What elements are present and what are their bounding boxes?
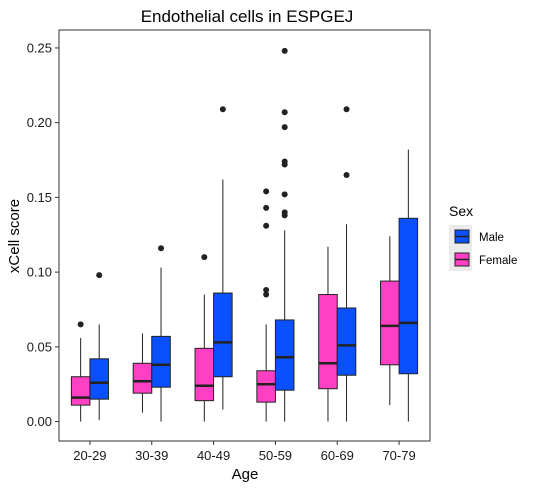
- outlier-point: [96, 272, 103, 279]
- box-iqr: [194, 347, 215, 402]
- x-tick-label: 20-29: [73, 448, 106, 463]
- outlier-point: [281, 109, 288, 116]
- box-iqr: [318, 294, 338, 390]
- x-tick-label: 40-49: [197, 448, 230, 463]
- box-male-50-59: [274, 47, 295, 422]
- outlier-point: [158, 245, 165, 252]
- outlier-point: [263, 287, 270, 294]
- outlier-point: [281, 47, 288, 54]
- outlier-point: [263, 291, 270, 298]
- box-iqr: [274, 319, 295, 391]
- box-iqr: [89, 358, 109, 400]
- box-female-50-59: [256, 188, 276, 422]
- y-tick-label: 0.10: [27, 265, 52, 280]
- x-tick-label: 60-69: [321, 448, 354, 463]
- legend-label-female: Female: [479, 255, 517, 267]
- x-axis: 20-29 30-39 40-49 50-59 60-69 70-79: [73, 441, 416, 463]
- box-male-40-49: [213, 106, 233, 410]
- x-tick-label: 30-39: [135, 448, 168, 463]
- y-tick-label: 0.20: [27, 115, 52, 130]
- outlier-point: [281, 191, 288, 198]
- outlier-point: [343, 106, 350, 113]
- box-female-30-39: [132, 333, 153, 413]
- y-axis: 0.00 0.05 0.10 0.15 0.20 0.25: [27, 40, 59, 429]
- outlier-point: [281, 209, 288, 216]
- x-tick-label: 70-79: [382, 448, 415, 463]
- box-group: [70, 47, 419, 422]
- plot-panel: [58, 29, 431, 442]
- x-tick-label: 50-59: [259, 448, 292, 463]
- outlier-point: [77, 321, 84, 328]
- chart-title: Endothelial cells in ESPGEJ: [141, 7, 354, 26]
- box-iqr: [398, 217, 419, 375]
- box-female-40-49: [194, 254, 215, 422]
- outlier-point: [201, 254, 208, 261]
- outlier-point: [281, 124, 288, 131]
- y-tick-label: 0.15: [27, 190, 52, 205]
- box-iqr: [132, 362, 153, 394]
- box-male-20-29: [89, 272, 109, 421]
- legend-title: Sex: [449, 203, 473, 219]
- box-male-70-79: [398, 149, 419, 422]
- box-male-30-39: [151, 245, 171, 422]
- outlier-point: [219, 106, 226, 113]
- outlier-point: [263, 188, 270, 195]
- outlier-point: [343, 171, 350, 178]
- box-iqr: [70, 376, 91, 406]
- x-axis-title: Age: [232, 466, 259, 483]
- box-iqr: [256, 370, 276, 403]
- y-tick-label: 0.00: [27, 414, 52, 429]
- box-iqr: [336, 307, 357, 376]
- y-tick-label: 0.05: [27, 339, 52, 354]
- outlier-point: [281, 158, 288, 165]
- box-iqr: [151, 335, 171, 388]
- box-iqr: [380, 280, 400, 366]
- y-tick-label: 0.25: [27, 40, 52, 55]
- box-male-60-69: [336, 106, 357, 422]
- box-iqr: [213, 292, 233, 378]
- box-female-70-79: [380, 236, 400, 406]
- y-axis-title: xCell score: [6, 199, 23, 273]
- legend: Sex Male Female: [449, 203, 517, 271]
- outlier-point: [263, 222, 270, 229]
- box-female-20-29: [70, 321, 91, 422]
- legend-label-male: Male: [479, 232, 504, 244]
- outlier-point: [263, 204, 270, 211]
